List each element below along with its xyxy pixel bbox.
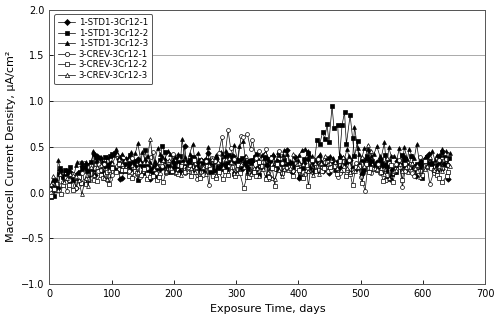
1-STD1-3Cr12-2 (402, 158, 407, 162)
3-CREV-3Cr12-2 (308, 158, 314, 162)
1-STD1-3Cr12-1 (182, 144, 188, 148)
3-CREV-3Cr12-3 (48, 182, 54, 186)
Line: 3-CREV-3Cr12-1: 3-CREV-3Cr12-1 (49, 128, 450, 195)
1-STD1-3Cr12-2 (48, 195, 54, 199)
3-CREV-3Cr12-2 (400, 178, 406, 182)
X-axis label: Exposure Time, days: Exposure Time, days (210, 304, 325, 315)
3-CREV-3Cr12-3 (148, 138, 154, 141)
3-CREV-3Cr12-1 (260, 161, 266, 164)
3-CREV-3Cr12-2 (366, 170, 372, 174)
1-STD1-3Cr12-3 (54, 187, 60, 190)
Line: 1-STD1-3Cr12-2: 1-STD1-3Cr12-2 (50, 104, 451, 199)
3-CREV-3Cr12-1 (225, 128, 231, 132)
3-CREV-3Cr12-2 (66, 183, 72, 187)
3-CREV-3Cr12-2 (256, 160, 262, 164)
3-CREV-3Cr12-1 (288, 168, 294, 172)
3-CREV-3Cr12-3 (446, 164, 452, 168)
Line: 1-STD1-3Cr12-1: 1-STD1-3Cr12-1 (49, 144, 450, 196)
1-STD1-3Cr12-3 (352, 125, 358, 129)
1-STD1-3Cr12-2 (194, 165, 200, 169)
3-CREV-3Cr12-1 (400, 185, 406, 189)
1-STD1-3Cr12-3 (404, 157, 410, 161)
1-STD1-3Cr12-2 (158, 158, 164, 162)
3-CREV-3Cr12-3 (368, 149, 374, 153)
Legend: 1-STD1-3Cr12-1, 1-STD1-3Cr12-2, 1-STD1-3Cr12-3, 3-CREV-3Cr12-1, 3-CREV-3Cr12-2, : 1-STD1-3Cr12-1, 1-STD1-3Cr12-2, 1-STD1-3… (54, 14, 152, 84)
3-CREV-3Cr12-2 (156, 175, 162, 179)
3-CREV-3Cr12-3 (403, 165, 409, 169)
1-STD1-3Cr12-3 (432, 158, 438, 162)
1-STD1-3Cr12-1 (402, 156, 407, 159)
1-STD1-3Cr12-1 (446, 177, 452, 181)
1-STD1-3Cr12-3 (159, 154, 165, 158)
3-CREV-3Cr12-2 (48, 194, 54, 197)
3-CREV-3Cr12-3 (290, 153, 296, 156)
1-STD1-3Cr12-1 (196, 169, 202, 172)
3-CREV-3Cr12-1 (48, 191, 54, 195)
3-CREV-3Cr12-3 (262, 151, 268, 155)
1-STD1-3Cr12-2 (329, 104, 335, 108)
1-STD1-3Cr12-3 (384, 168, 390, 172)
3-CREV-3Cr12-1 (66, 178, 72, 182)
1-STD1-3Cr12-2 (382, 153, 388, 157)
Line: 3-CREV-3Cr12-2: 3-CREV-3Cr12-2 (50, 158, 450, 197)
Line: 1-STD1-3Cr12-3: 1-STD1-3Cr12-3 (49, 125, 452, 190)
3-CREV-3Cr12-1 (446, 163, 452, 166)
1-STD1-3Cr12-2 (446, 156, 452, 160)
1-STD1-3Cr12-3 (182, 155, 188, 158)
1-STD1-3Cr12-1 (180, 160, 186, 164)
1-STD1-3Cr12-3 (446, 151, 452, 155)
1-STD1-3Cr12-2 (180, 160, 186, 164)
1-STD1-3Cr12-3 (198, 169, 203, 172)
Line: 3-CREV-3Cr12-3: 3-CREV-3Cr12-3 (50, 138, 452, 196)
3-CREV-3Cr12-3 (163, 169, 169, 172)
1-STD1-3Cr12-1 (158, 167, 164, 171)
1-STD1-3Cr12-2 (428, 161, 434, 165)
3-CREV-3Cr12-1 (156, 172, 162, 176)
Y-axis label: Macrocell Current Density, μA/cm²: Macrocell Current Density, μA/cm² (6, 51, 16, 243)
3-CREV-3Cr12-1 (364, 166, 370, 170)
1-STD1-3Cr12-1 (48, 193, 54, 196)
3-CREV-3Cr12-2 (446, 170, 452, 174)
1-STD1-3Cr12-1 (430, 162, 436, 166)
3-CREV-3Cr12-2 (284, 166, 290, 170)
3-CREV-3Cr12-3 (67, 172, 73, 176)
1-STD1-3Cr12-3 (48, 183, 54, 187)
3-CREV-3Cr12-3 (79, 192, 85, 196)
1-STD1-3Cr12-1 (382, 163, 388, 167)
